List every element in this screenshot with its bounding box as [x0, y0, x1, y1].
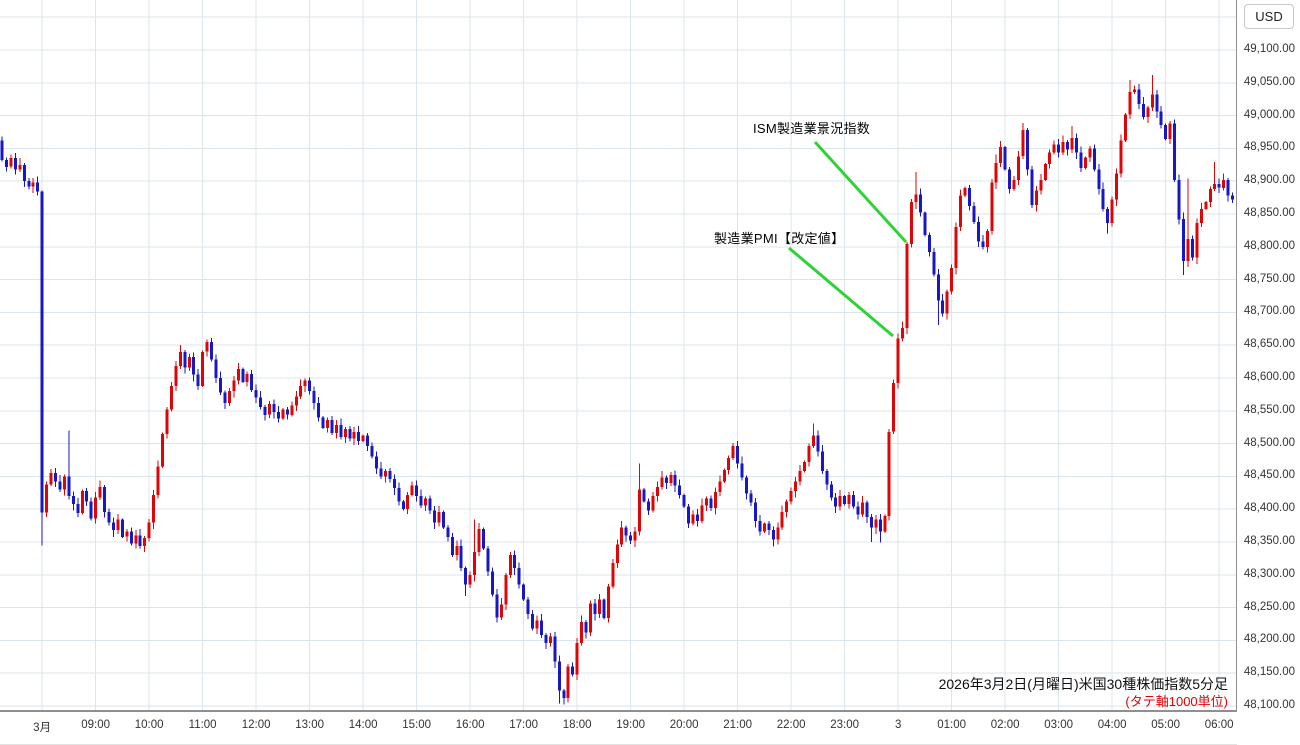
x-axis-label: 22:00	[776, 719, 806, 731]
x-axis-label: 06:00	[1204, 719, 1234, 731]
x-axis-label: 18:00	[562, 719, 592, 731]
x-axis-label: 3月	[33, 722, 52, 734]
annotation-ism-label: ISM製造業景況指数	[753, 121, 871, 136]
y-axis-label: 48,500.00	[1243, 436, 1295, 449]
y-axis-label: 48,900.00	[1243, 174, 1295, 187]
x-axis-label: 03:00	[1044, 719, 1074, 731]
y-axis-label: 48,800.00	[1243, 239, 1295, 252]
y-axis-label: 48,200.00	[1243, 633, 1295, 646]
y-axis: USD 49,100.00 49,050.00 49,000.00 48,950.00…	[1238, 0, 1300, 745]
x-axis-label: 14:00	[348, 719, 378, 731]
annotation-lines	[788, 140, 908, 338]
candles	[0, 74, 1234, 705]
annotation-pointer-line	[813, 140, 908, 244]
x-axis-label: 10:00	[134, 719, 164, 731]
currency-selector[interactable]: USD	[1244, 4, 1294, 29]
x-axis-label: 01:00	[937, 719, 967, 731]
down-candle-wicks	[1, 84, 1233, 705]
price-chart-plot: ISM製造業景況指数 製造業PMI【改定値】 2026年3月2日(月曜日)米国3…	[0, 0, 1237, 712]
x-axis-label: 02:00	[990, 719, 1020, 731]
axis-unit-note: (タテ軸1000単位)	[1125, 694, 1228, 709]
y-axis-label: 48,750.00	[1243, 272, 1295, 285]
y-axis-label: 48,550.00	[1243, 403, 1295, 416]
x-axis-label: 3	[894, 719, 902, 731]
y-axis-label: 48,700.00	[1243, 305, 1295, 318]
y-axis-label: 48,250.00	[1243, 600, 1295, 613]
y-axis-label: 49,050.00	[1243, 75, 1295, 88]
candlestick-chart	[0, 0, 1236, 710]
y-axis-label: 48,100.00	[1243, 699, 1295, 711]
y-axis-label: 48,450.00	[1243, 469, 1295, 482]
x-axis-label: 04:00	[1097, 719, 1127, 731]
x-axis: 3月 09:00 10:00 11:00 12:00 13:00 14:00 15:00 16:…	[0, 714, 1237, 745]
y-axis-label: 48,400.00	[1243, 502, 1295, 515]
y-axis-label: 49,100.00	[1243, 43, 1295, 55]
x-axis-label: 21:00	[723, 719, 753, 731]
y-axis-label: 48,150.00	[1243, 666, 1295, 679]
x-axis-label: 16:00	[455, 719, 485, 731]
x-axis-label: 15:00	[402, 719, 432, 731]
x-axis-label: 12:00	[241, 719, 271, 731]
chart-date-note: 2026年3月2日(月曜日)米国30種株価指数5分足	[938, 676, 1228, 692]
x-axis-label: 09:00	[81, 719, 111, 731]
x-axis-label: 13:00	[295, 719, 325, 731]
annotation-pointer-line	[788, 246, 894, 338]
x-axis-label: 11:00	[188, 719, 217, 731]
x-axis-label: 19:00	[616, 719, 646, 731]
y-axis-label: 48,950.00	[1243, 141, 1295, 154]
annotation-pmi-label: 製造業PMI【改定値】	[714, 231, 845, 246]
up-candle-wicks	[10, 74, 1225, 703]
y-axis-label: 48,850.00	[1243, 207, 1295, 219]
x-axis-label: 05:00	[1151, 719, 1181, 731]
x-axis-label: 23:00	[830, 719, 860, 731]
x-axis-label: 20:00	[669, 719, 699, 731]
y-axis-label: 48,650.00	[1243, 338, 1295, 351]
y-axis-label: 48,600.00	[1243, 371, 1295, 383]
y-axis-label: 48,350.00	[1243, 535, 1295, 547]
y-axis-label: 48,300.00	[1243, 567, 1295, 580]
x-axis-label: 17:00	[509, 719, 539, 731]
y-axis-label: 49,000.00	[1243, 108, 1295, 121]
